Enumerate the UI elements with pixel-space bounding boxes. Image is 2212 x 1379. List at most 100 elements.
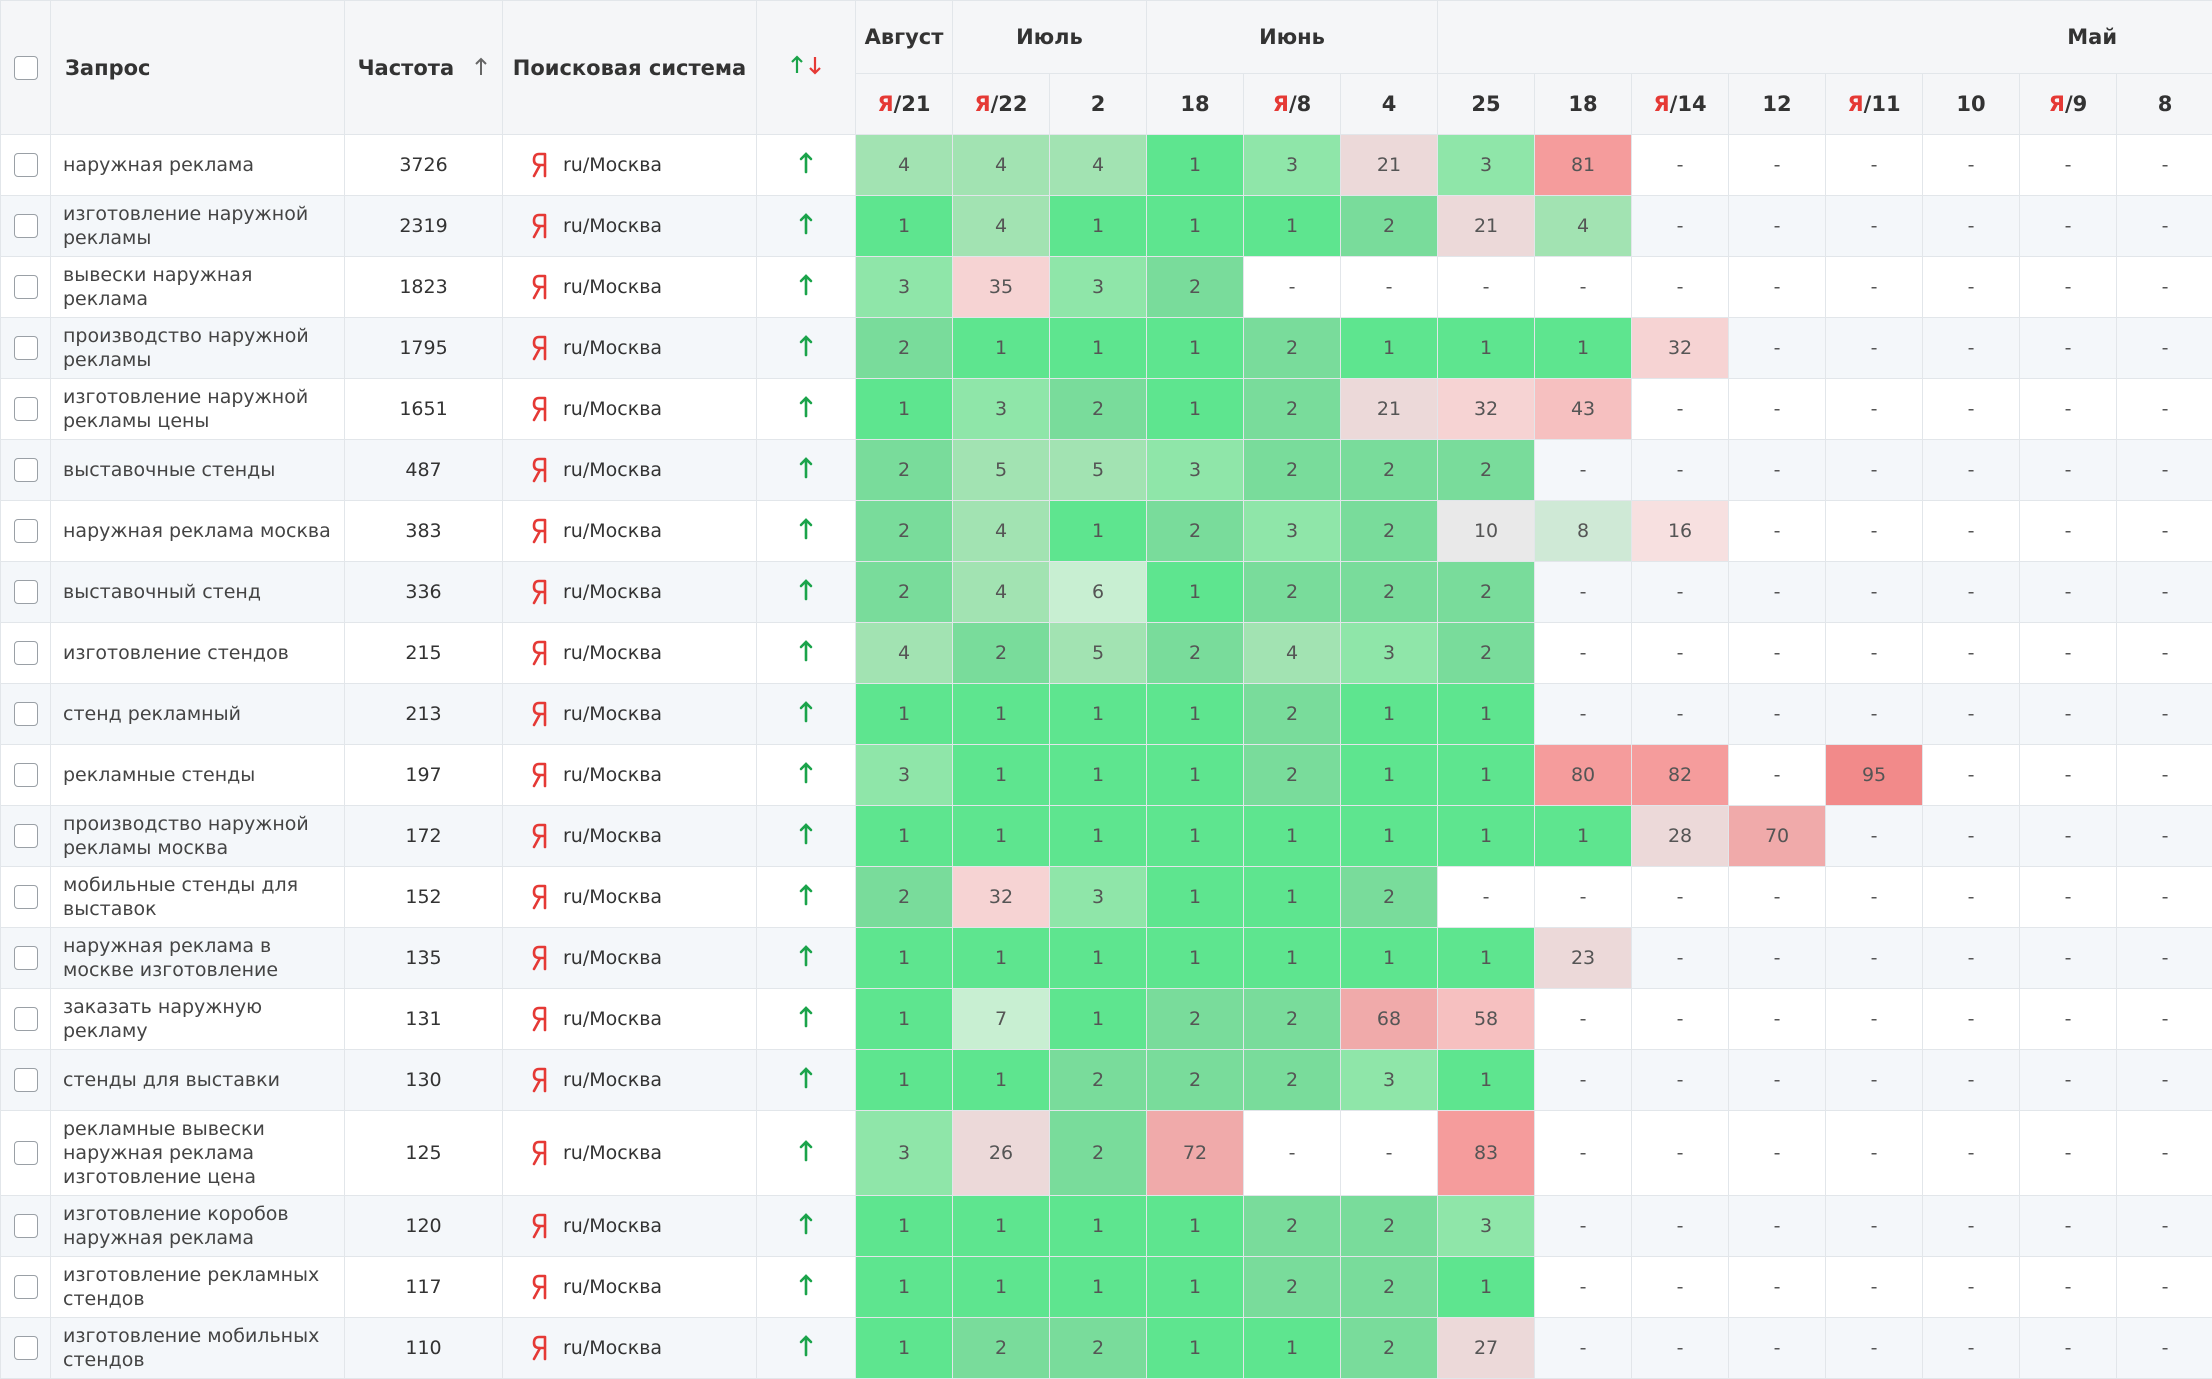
engine-icon xyxy=(531,395,549,423)
query-header[interactable]: Запрос xyxy=(51,1,345,135)
position-cell: 4 xyxy=(953,196,1050,257)
trend-up-icon xyxy=(798,822,814,846)
frequency-cell: 3726 xyxy=(345,135,503,196)
row-checkbox[interactable] xyxy=(14,1275,38,1299)
position-cell: 2 xyxy=(856,440,953,501)
position-cell: - xyxy=(1826,1318,1923,1379)
position-cell: - xyxy=(2117,1111,2212,1196)
position-cell: - xyxy=(1438,867,1535,928)
row-checkbox[interactable] xyxy=(14,763,38,787)
trend-header[interactable] xyxy=(757,1,856,135)
position-cell: - xyxy=(1826,257,1923,318)
row-checkbox[interactable] xyxy=(14,824,38,848)
date-header[interactable]: 2 xyxy=(1050,74,1147,135)
row-checkbox[interactable] xyxy=(14,458,38,482)
frequency-header-cell[interactable]: Частота xyxy=(345,1,503,135)
engine-header[interactable]: Поисковая система xyxy=(503,1,757,135)
select-cell xyxy=(1,379,51,440)
position-cell: - xyxy=(1438,257,1535,318)
query-cell: изготовление наружной рекламы xyxy=(51,196,345,257)
row-checkbox[interactable] xyxy=(14,1141,38,1165)
date-header[interactable]: 18 xyxy=(1535,74,1632,135)
position-cell: - xyxy=(1632,257,1729,318)
date-header[interactable]: 10 xyxy=(1923,74,2020,135)
row-checkbox[interactable] xyxy=(14,275,38,299)
engine-icon xyxy=(531,761,549,789)
engine-cell: ru/Москва xyxy=(503,379,757,440)
position-cell: - xyxy=(1632,1050,1729,1111)
select-all-checkbox[interactable] xyxy=(14,56,38,80)
position-cell: 2 xyxy=(1341,1196,1438,1257)
trend-up-icon xyxy=(798,700,814,724)
date-header[interactable]: Я/22 xyxy=(953,74,1050,135)
position-cell: 2 xyxy=(1050,379,1147,440)
position-cell: 1 xyxy=(1147,1196,1244,1257)
position-cell: 1 xyxy=(1050,684,1147,745)
frequency-cell: 215 xyxy=(345,623,503,684)
date-header[interactable]: 25 xyxy=(1438,74,1535,135)
trend-cell xyxy=(757,684,856,745)
query-cell: наружная реклама москва xyxy=(51,501,345,562)
date-header[interactable]: Я/21 xyxy=(856,74,953,135)
row-checkbox[interactable] xyxy=(14,153,38,177)
trend-cell xyxy=(757,318,856,379)
query-cell: выставочные стенды xyxy=(51,440,345,501)
query-cell: изготовление рекламных стендов xyxy=(51,1257,345,1318)
date-header[interactable]: Я/14 xyxy=(1632,74,1729,135)
row-checkbox[interactable] xyxy=(14,1007,38,1031)
position-cell: - xyxy=(2020,989,2117,1050)
date-header[interactable]: 8 xyxy=(2117,74,2212,135)
row-checkbox[interactable] xyxy=(14,1214,38,1238)
position-cell: 2 xyxy=(1244,562,1341,623)
position-cell: - xyxy=(1729,196,1826,257)
position-cell: - xyxy=(1923,135,2020,196)
select-cell xyxy=(1,867,51,928)
position-cell: 2 xyxy=(1147,1050,1244,1111)
position-cell: 1 xyxy=(1050,501,1147,562)
position-cell: 2 xyxy=(1341,562,1438,623)
trend-cell xyxy=(757,867,856,928)
position-cell: 4 xyxy=(953,562,1050,623)
row-checkbox[interactable] xyxy=(14,397,38,421)
row-checkbox[interactable] xyxy=(14,519,38,543)
row-checkbox[interactable] xyxy=(14,1336,38,1360)
date-header[interactable]: 12 xyxy=(1729,74,1826,135)
position-cell: 2 xyxy=(1147,623,1244,684)
row-checkbox[interactable] xyxy=(14,214,38,238)
engine-cell: ru/Москва xyxy=(503,1257,757,1318)
engine-icon xyxy=(531,822,549,850)
position-cell: 1 xyxy=(953,684,1050,745)
row-checkbox[interactable] xyxy=(14,885,38,909)
position-cell: - xyxy=(1923,379,2020,440)
engine-cell: ru/Москва xyxy=(503,257,757,318)
row-checkbox[interactable] xyxy=(14,946,38,970)
engine-icon xyxy=(531,1066,549,1094)
row-checkbox[interactable] xyxy=(14,336,38,360)
query-cell: изготовление мобильных стендов xyxy=(51,1318,345,1379)
position-cell: 2 xyxy=(1341,1257,1438,1318)
position-cell: - xyxy=(1729,1318,1826,1379)
date-header[interactable]: 4 xyxy=(1341,74,1438,135)
row-checkbox[interactable] xyxy=(14,580,38,604)
position-cell: 16 xyxy=(1632,501,1729,562)
row-checkbox[interactable] xyxy=(14,1068,38,1092)
select-all-cell xyxy=(1,1,51,135)
query-cell: изготовление наружной рекламы цены xyxy=(51,379,345,440)
date-header[interactable]: 18 xyxy=(1147,74,1244,135)
position-cell: 2 xyxy=(1244,440,1341,501)
position-cell: - xyxy=(1535,562,1632,623)
engine-region: ru/Москва xyxy=(563,337,662,359)
date-header[interactable]: Я/11 xyxy=(1826,74,1923,135)
date-header[interactable]: Я/9 xyxy=(2020,74,2117,135)
row-checkbox[interactable] xyxy=(14,641,38,665)
position-cell: 8 xyxy=(1535,501,1632,562)
trend-cell xyxy=(757,562,856,623)
date-header[interactable]: Я/8 xyxy=(1244,74,1341,135)
position-cell: - xyxy=(2020,1050,2117,1111)
position-cell: 1 xyxy=(1341,318,1438,379)
row-checkbox[interactable] xyxy=(14,702,38,726)
position-cell: - xyxy=(1632,623,1729,684)
frequency-cell: 120 xyxy=(345,1196,503,1257)
